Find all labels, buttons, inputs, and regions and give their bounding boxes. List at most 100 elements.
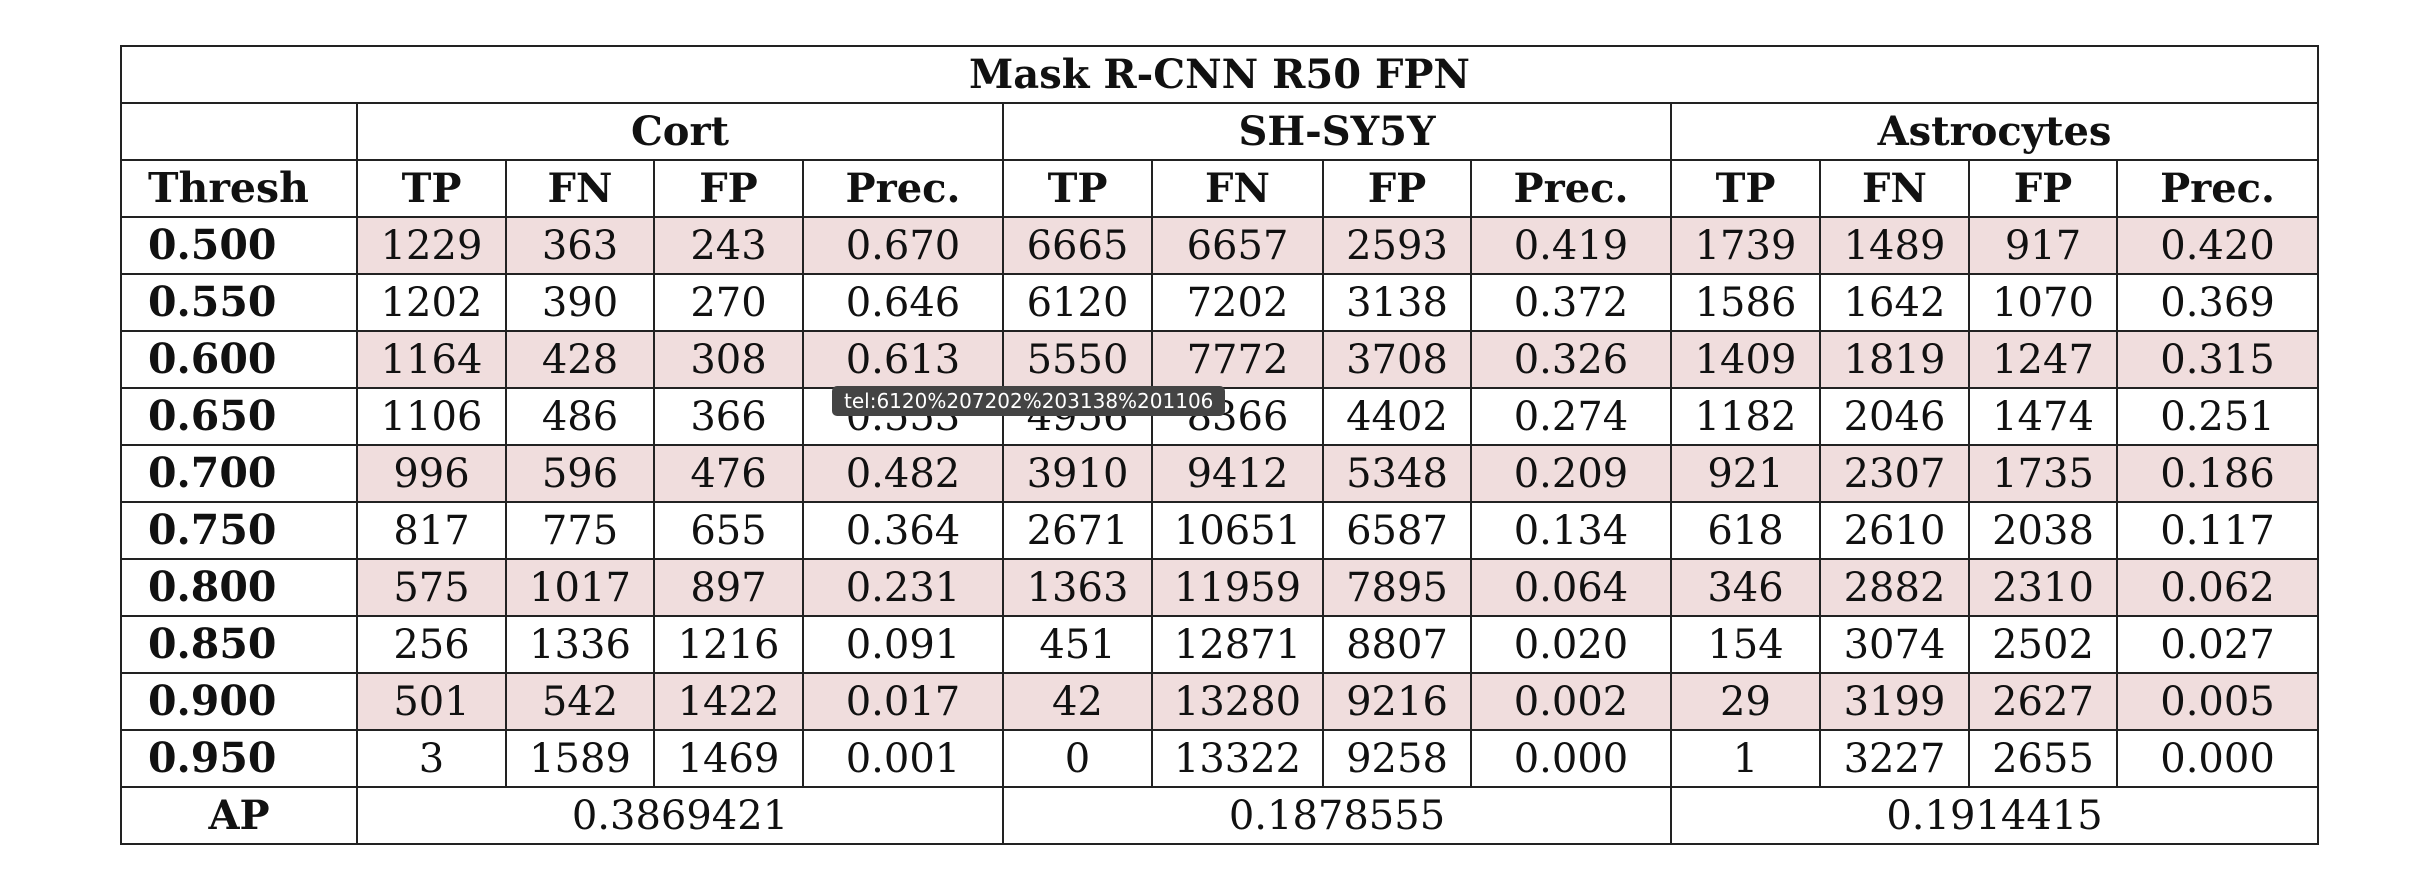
cort-tp-cell: 1164 bbox=[356, 330, 507, 389]
astrocytes-fn-cell: 3199 bbox=[1819, 672, 1970, 731]
group-header-row: Cort SH-SY5Y Astrocytes bbox=[120, 102, 2320, 161]
astrocytes-fp-cell: 2310 bbox=[1968, 558, 2118, 617]
cort-tp-cell: 256 bbox=[356, 615, 507, 674]
thresh-header: Thresh bbox=[120, 159, 358, 218]
astrocytes-fn-cell: 3227 bbox=[1819, 729, 1970, 788]
cort-prec-cell: 0.231 bbox=[802, 558, 1004, 617]
col-header-tp: TP bbox=[356, 159, 507, 218]
table-row: 0.600 1164 428 308 0.613 5550 7772 3708 0.326 140… bbox=[120, 330, 2320, 389]
shsy5y-tp-cell: 2671 bbox=[1002, 501, 1153, 560]
shsy5y-prec-cell: 0.326 bbox=[1470, 330, 1672, 389]
col-header-fp: FP bbox=[653, 159, 804, 218]
shsy5y-fp-cell: 9216 bbox=[1322, 672, 1472, 731]
shsy5y-tp-cell: 1363 bbox=[1002, 558, 1153, 617]
col-header-prec: Prec. bbox=[2115, 159, 2320, 218]
ap-value-cort: 0.3869421 bbox=[356, 786, 1004, 845]
thresh-value: 0.750 bbox=[120, 501, 358, 560]
table-row: 0.650 1106 486 366 0.553 4956 8366 4402 0.274 118… bbox=[120, 387, 2320, 446]
cort-prec-cell: 0.017 bbox=[802, 672, 1004, 731]
shsy5y-fn-cell: 7202 bbox=[1151, 273, 1324, 332]
thresh-value: 0.800 bbox=[120, 558, 358, 617]
astrocytes-tp-cell: 346 bbox=[1670, 558, 1821, 617]
shsy5y-prec-cell: 0.372 bbox=[1470, 273, 1672, 332]
astrocytes-tp-cell: 29 bbox=[1670, 672, 1821, 731]
astrocytes-prec-cell: 0.186 bbox=[2115, 444, 2320, 503]
cort-fp-cell: 243 bbox=[653, 216, 804, 275]
astrocytes-fp-cell: 2627 bbox=[1968, 672, 2118, 731]
group-header-shsy5y: SH-SY5Y bbox=[1002, 102, 1672, 161]
astrocytes-prec-cell: 0.369 bbox=[2115, 273, 2320, 332]
astrocytes-prec-cell: 0.117 bbox=[2115, 501, 2320, 560]
col-header-fp: FP bbox=[1968, 159, 2118, 218]
shsy5y-tp-cell: 3910 bbox=[1002, 444, 1153, 503]
cort-tp-cell: 1202 bbox=[356, 273, 507, 332]
cort-prec-cell: 0.670 bbox=[802, 216, 1004, 275]
cort-prec-cell: 0.001 bbox=[802, 729, 1004, 788]
empty-corner-cell bbox=[120, 102, 358, 161]
shsy5y-tp-cell: 451 bbox=[1002, 615, 1153, 674]
astrocytes-fn-cell: 1489 bbox=[1819, 216, 1970, 275]
link-tooltip: tel:6120%207202%203138%201106 bbox=[832, 386, 1226, 416]
shsy5y-fp-cell: 2593 bbox=[1322, 216, 1472, 275]
cort-fn-cell: 596 bbox=[505, 444, 655, 503]
astrocytes-fn-cell: 1642 bbox=[1819, 273, 1970, 332]
title-row: Mask R-CNN R50 FPN bbox=[119, 45, 2320, 104]
cort-fp-cell: 366 bbox=[653, 387, 804, 446]
shsy5y-fn-cell: 9412 bbox=[1151, 444, 1324, 503]
table-row: 0.750 817 775 655 0.364 2671 10651 6587 0.134 618… bbox=[120, 501, 2320, 560]
shsy5y-fn-cell: 13322 bbox=[1151, 729, 1324, 788]
cort-prec-cell: 0.613 bbox=[802, 330, 1004, 389]
ap-value-shsy5y: 0.1878555 bbox=[1002, 786, 1672, 845]
astrocytes-prec-cell: 0.315 bbox=[2115, 330, 2320, 389]
shsy5y-prec-cell: 0.064 bbox=[1470, 558, 1672, 617]
shsy5y-fp-cell: 6587 bbox=[1322, 501, 1472, 560]
ap-value-astrocytes: 0.1914415 bbox=[1669, 786, 2320, 845]
thresh-value: 0.550 bbox=[120, 273, 358, 332]
astrocytes-fp-cell: 917 bbox=[1968, 216, 2118, 275]
ap-label: AP bbox=[120, 786, 358, 845]
table-title: Mask R-CNN R50 FPN bbox=[119, 45, 2320, 104]
shsy5y-fp-cell: 7895 bbox=[1322, 558, 1472, 617]
shsy5y-fp-cell: 8807 bbox=[1322, 615, 1472, 674]
shsy5y-fp-cell: 4402 bbox=[1322, 387, 1472, 446]
cort-prec-cell: 0.482 bbox=[802, 444, 1004, 503]
results-table: Mask R-CNN R50 FPN Cort SH-SY5Y Astrocyt… bbox=[119, 45, 2320, 845]
shsy5y-tp-cell: 5550 bbox=[1002, 330, 1153, 389]
cort-prec-cell: 0.364 bbox=[802, 501, 1004, 560]
thresh-value: 0.900 bbox=[120, 672, 358, 731]
astrocytes-tp-cell: 618 bbox=[1670, 501, 1821, 560]
shsy5y-prec-cell: 0.020 bbox=[1470, 615, 1672, 674]
shsy5y-prec-cell: 0.134 bbox=[1470, 501, 1672, 560]
cort-prec-cell: 0.091 bbox=[802, 615, 1004, 674]
astrocytes-fp-cell: 1474 bbox=[1968, 387, 2118, 446]
shsy5y-tp-cell: 42 bbox=[1002, 672, 1153, 731]
cort-fp-cell: 270 bbox=[653, 273, 804, 332]
astrocytes-fp-cell: 2502 bbox=[1968, 615, 2118, 674]
astrocytes-tp-cell: 1739 bbox=[1670, 216, 1821, 275]
table-row: 0.700 996 596 476 0.482 3910 9412 5348 0.209 921 2… bbox=[120, 444, 2320, 503]
astrocytes-prec-cell: 0.027 bbox=[2115, 615, 2320, 674]
astrocytes-fp-cell: 1735 bbox=[1968, 444, 2118, 503]
astrocytes-tp-cell: 1409 bbox=[1670, 330, 1821, 389]
col-header-tp: TP bbox=[1670, 159, 1821, 218]
table-row: 0.850 256 1336 1216 0.091 451 12871 8807 0.020 15… bbox=[120, 615, 2320, 674]
shsy5y-fp-cell: 9258 bbox=[1322, 729, 1472, 788]
ap-row: AP 0.3869421 0.1878555 0.1914415 bbox=[120, 786, 2320, 845]
astrocytes-fp-cell: 1070 bbox=[1968, 273, 2118, 332]
col-header-fn: FN bbox=[1819, 159, 1970, 218]
astrocytes-tp-cell: 921 bbox=[1670, 444, 1821, 503]
astrocytes-tp-cell: 1 bbox=[1670, 729, 1821, 788]
shsy5y-fn-cell: 12871 bbox=[1151, 615, 1324, 674]
cort-fn-cell: 363 bbox=[505, 216, 655, 275]
astrocytes-tp-cell: 1586 bbox=[1670, 273, 1821, 332]
cort-fp-cell: 476 bbox=[653, 444, 804, 503]
col-header-fp: FP bbox=[1322, 159, 1472, 218]
astrocytes-fn-cell: 2882 bbox=[1819, 558, 1970, 617]
astrocytes-prec-cell: 0.005 bbox=[2115, 672, 2320, 731]
cort-fn-cell: 1589 bbox=[505, 729, 655, 788]
astrocytes-fp-cell: 1247 bbox=[1968, 330, 2118, 389]
shsy5y-tp-cell: 0 bbox=[1002, 729, 1153, 788]
cort-tp-cell: 501 bbox=[356, 672, 507, 731]
col-header-fn: FN bbox=[1151, 159, 1324, 218]
shsy5y-prec-cell: 0.274 bbox=[1470, 387, 1672, 446]
